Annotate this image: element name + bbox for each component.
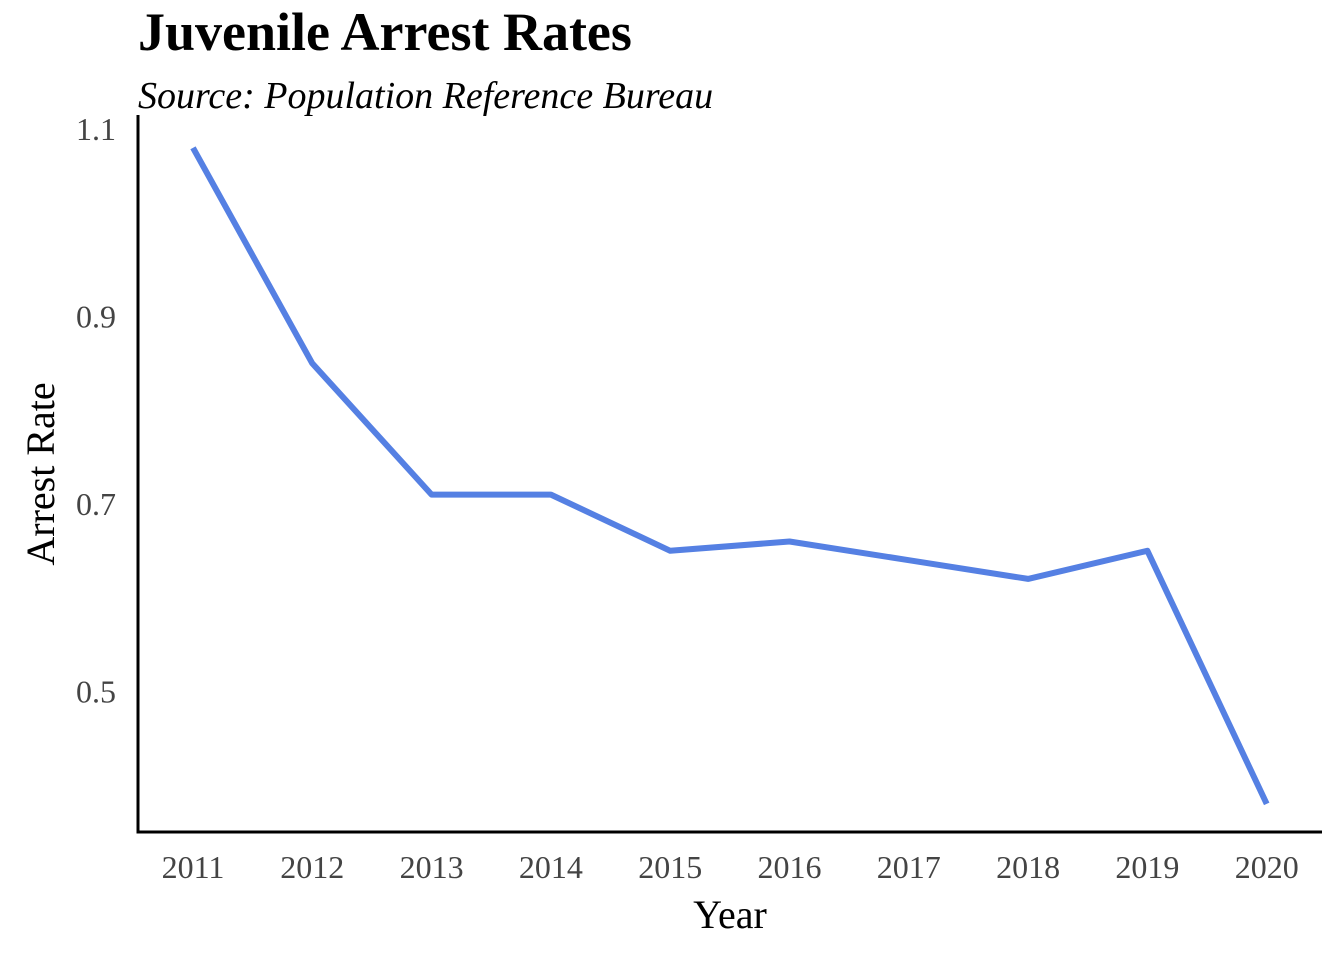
y-tick-label: 0.7 bbox=[76, 486, 116, 522]
x-tick-label: 2018 bbox=[996, 849, 1060, 885]
x-tick-label: 2012 bbox=[280, 849, 344, 885]
x-tick-label: 2015 bbox=[638, 849, 702, 885]
x-tick-labels: 2011 2012 2013 2014 2015 2016 2017 2018 2019 2020 bbox=[162, 849, 1299, 885]
series-line-arrest-rate bbox=[190, 146, 1270, 806]
y-tick-labels: 0.5 0.7 0.9 1.1 bbox=[76, 111, 116, 709]
chart-subtitle: Source: Population Reference Bureau bbox=[138, 75, 713, 117]
x-tick-label: 2013 bbox=[400, 849, 464, 885]
y-axis-title: Arrest Rate bbox=[18, 382, 63, 565]
x-tick-label: 2017 bbox=[877, 849, 941, 885]
x-tick-label: 2019 bbox=[1115, 849, 1179, 885]
x-tick-label: 2011 bbox=[162, 849, 225, 885]
y-tick-label: 0.5 bbox=[76, 673, 116, 709]
chart-title: Juvenile Arrest Rates bbox=[138, 2, 632, 62]
y-tick-label: 0.9 bbox=[76, 299, 116, 335]
x-tick-label: 2020 bbox=[1235, 849, 1299, 885]
y-tick-label: 1.1 bbox=[76, 111, 116, 147]
x-tick-label: 2014 bbox=[519, 849, 583, 885]
x-tick-label: 2016 bbox=[758, 849, 822, 885]
x-axis-title: Year bbox=[693, 892, 767, 937]
